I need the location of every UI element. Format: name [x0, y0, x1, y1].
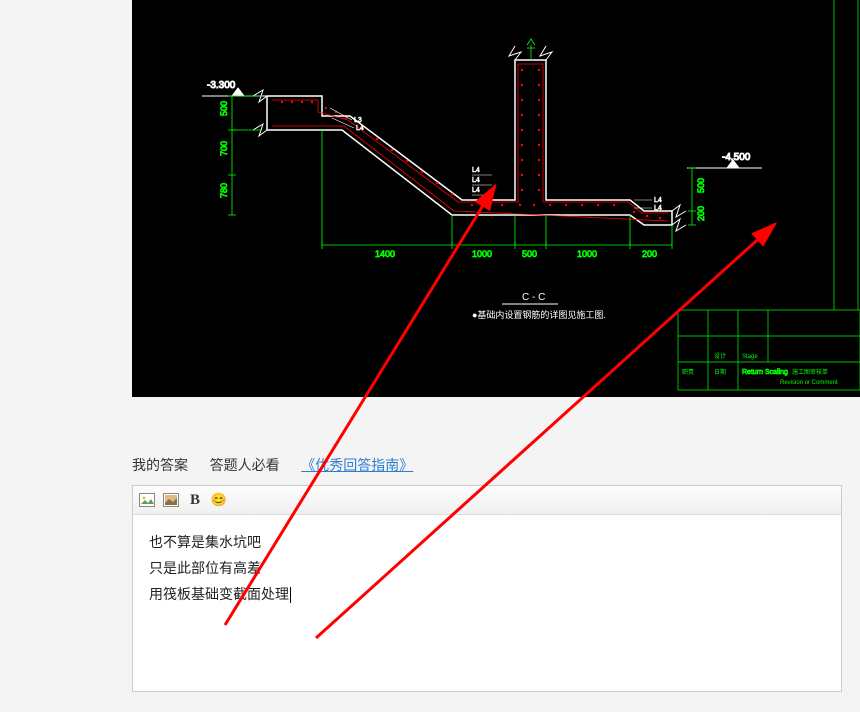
insert-image2-icon[interactable]	[163, 492, 179, 508]
dim-right-0: 500	[696, 178, 706, 193]
tab-must-read: 答题人必看	[210, 455, 280, 475]
elev-right: -4.500	[722, 152, 751, 163]
svg-text:日期: 日期	[714, 368, 726, 376]
answer-tabs: 我的答案 答题人必看 《优秀回答指南》	[132, 455, 860, 475]
page-root: Return Scaling 职责 日期 Stage 设计 施工图审核单 Rev…	[0, 0, 860, 712]
svg-text:设计: 设计	[714, 352, 726, 360]
svg-text:L4: L4	[472, 177, 480, 184]
answer-section: 我的答案 答题人必看 《优秀回答指南》 B 😊 也不算是集水坑吧 只是此部位有高…	[132, 455, 860, 692]
answer-line-2: 用筏板基础变截面处理	[149, 581, 825, 607]
tab-my-answer[interactable]: 我的答案	[132, 455, 188, 475]
dim-bottom-0: 1400	[375, 249, 395, 259]
dim-left-2: 780	[219, 183, 229, 198]
editor-toolbar: B 😊	[133, 486, 841, 515]
dim-bottom-3: 1000	[577, 249, 597, 259]
cad-note: ●基础内设置钢筋的详图见施工图.	[472, 309, 606, 320]
cad-drawing: Return Scaling 职责 日期 Stage 设计 施工图审核单 Rev…	[132, 0, 860, 397]
svg-text:Stage: Stage	[742, 354, 758, 360]
dim-bottom-1: 1000	[472, 249, 492, 259]
svg-text:L4: L4	[472, 167, 480, 174]
svg-text:L4: L4	[654, 205, 662, 212]
insert-image-icon[interactable]	[139, 492, 155, 508]
bold-icon[interactable]: B	[187, 492, 203, 508]
guide-link[interactable]: 《优秀回答指南》	[301, 457, 413, 473]
elev-left: -3.300	[207, 80, 236, 91]
answer-line-0: 也不算是集水坑吧	[149, 529, 825, 555]
dim-right-1: 200	[696, 206, 706, 221]
titleblock-text: Return Scaling	[742, 369, 788, 376]
emoji-icon[interactable]: 😊	[211, 492, 227, 508]
dim-left-1: 700	[219, 141, 229, 156]
editor: B 😊 也不算是集水坑吧 只是此部位有高差 用筏板基础变截面处理	[132, 485, 842, 692]
dim-bottom-4: 200	[642, 249, 657, 259]
svg-text:Revision or Comment: Revision or Comment	[780, 380, 838, 386]
dim-left-0: 500	[219, 101, 229, 116]
answer-line-1: 只是此部位有高差	[149, 555, 825, 581]
svg-text:L4: L4	[356, 125, 364, 132]
svg-text:职责: 职责	[682, 368, 694, 376]
svg-text:L3: L3	[354, 117, 362, 124]
svg-text:施工图审核单: 施工图审核单	[792, 368, 828, 376]
svg-text:L4: L4	[654, 197, 662, 204]
section-label: C - C	[522, 292, 545, 303]
dim-bottom-2: 500	[522, 249, 537, 259]
svg-text:L4: L4	[472, 187, 480, 194]
text-cursor	[290, 587, 291, 603]
editor-content[interactable]: 也不算是集水坑吧 只是此部位有高差 用筏板基础变截面处理	[133, 515, 841, 621]
